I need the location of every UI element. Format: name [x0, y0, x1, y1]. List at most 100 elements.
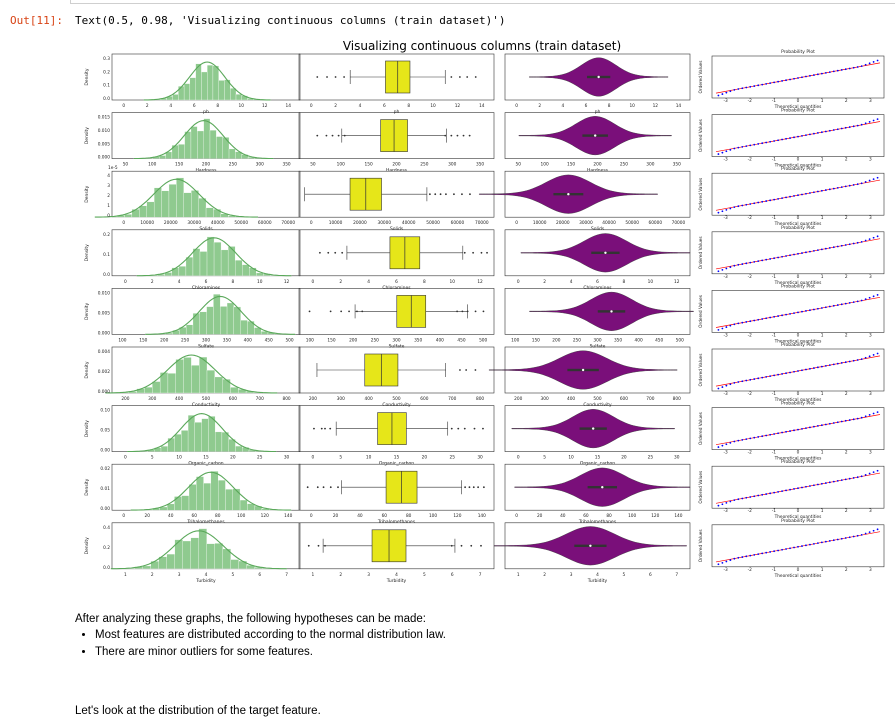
qq-point: [832, 246, 835, 249]
qq-xtick-label: -3: [723, 98, 728, 104]
qq-point: [769, 140, 772, 143]
hist-xtick-label: 150: [139, 337, 147, 343]
qq-point: [793, 195, 795, 197]
hist-ylabel: Density: [84, 478, 90, 495]
qq-xtick-label: 0: [797, 274, 800, 280]
qq-point: [725, 91, 728, 94]
hist-ytick-label: 0.2: [103, 69, 110, 75]
box-outlier: [327, 251, 330, 254]
box-outlier: [465, 369, 468, 371]
violin-xtick-label: 2: [543, 279, 546, 285]
qq-point: [852, 242, 855, 245]
hist-bar: [160, 446, 168, 452]
qq-point: [856, 534, 859, 537]
qq-point: [785, 372, 787, 375]
qq-axes-frame: [711, 55, 885, 99]
hist-ytick-label: 0.000: [98, 389, 111, 395]
qq-point: [773, 198, 776, 201]
qq-xtick-label: -2: [748, 332, 753, 338]
hist-bar: [161, 190, 170, 218]
hist-ylabel: Density: [84, 420, 90, 437]
qq-point: [824, 540, 827, 543]
hist-xtick-label: 50000: [234, 220, 248, 226]
box-outlier: [482, 486, 485, 489]
qq-point: [872, 529, 875, 532]
qq-point: [824, 247, 827, 250]
qq-point: [813, 74, 815, 76]
qq-point: [793, 312, 795, 315]
qq-point: [725, 326, 728, 328]
hist-bar: [188, 484, 197, 511]
hist-xtick-label: 3: [178, 572, 181, 578]
violin-xlabel: Chloramines: [583, 285, 612, 291]
qq-point: [725, 267, 728, 270]
violin-xtick-label: 12: [674, 279, 680, 285]
violin-xtick-label: 200: [514, 396, 522, 402]
qq-point: [820, 482, 823, 485]
violin-xtick-label: 100: [511, 337, 519, 343]
qq-point: [852, 125, 855, 128]
box-outlier: [482, 427, 484, 430]
hist-bar: [190, 537, 199, 569]
box-outlier: [477, 486, 480, 489]
box-outlier: [468, 486, 471, 489]
qq-point: [733, 557, 736, 560]
qq-xlabel: Theoretical quantities: [774, 338, 823, 344]
box-outlier: [306, 486, 309, 489]
box-outlier: [470, 544, 473, 547]
hist-bar: [206, 306, 214, 335]
hist-bar: [218, 80, 225, 101]
qq-xtick-label: 1: [821, 450, 824, 456]
qq-point: [769, 82, 772, 85]
qq-point: [781, 373, 783, 375]
qq-point: [872, 412, 875, 415]
qq-xtick-label: 1: [821, 391, 824, 397]
qq-point: [872, 295, 875, 298]
qq-point: [741, 497, 744, 500]
violin-xlabel: Conductivity: [583, 402, 612, 408]
qq-point: [769, 492, 772, 495]
qq-point: [717, 153, 720, 155]
box-xtick-label: 450: [457, 337, 465, 343]
box-xtick-label: 60: [382, 513, 388, 519]
hist-xtick-label: 14: [286, 103, 292, 109]
hist-xlabel: Chloramines: [192, 285, 221, 291]
box-outlier: [324, 544, 326, 547]
box-outlier: [318, 251, 321, 254]
hist-ytick-label: 0.005: [98, 141, 111, 147]
qq-point: [820, 72, 823, 75]
qq-point: [753, 319, 756, 322]
hist-ytick-label: 1: [107, 203, 110, 209]
qq-point: [801, 427, 803, 430]
markdown-bullet-list: Most features are distributed according …: [75, 628, 446, 662]
box-outlier: [474, 310, 477, 313]
hist-xtick-label: 6: [193, 103, 196, 109]
qq-point: [840, 244, 843, 247]
qq-point: [844, 478, 847, 481]
qq-xtick-label: 0: [797, 98, 800, 104]
qq-point: [765, 82, 768, 85]
violin-xtick-label: 300: [646, 162, 654, 168]
box-xtick-label: 3: [367, 572, 370, 578]
qq-xtick-label: -3: [723, 215, 728, 221]
qq-xtick-label: -1: [772, 157, 777, 163]
qq-point: [733, 147, 736, 150]
qq-point: [809, 309, 811, 312]
violin-xtick-label: 15: [595, 455, 601, 461]
qq-point: [836, 304, 839, 306]
violin-xlabel: Organic_carbon: [580, 461, 615, 467]
violin-xtick-label: 400: [567, 396, 575, 402]
qq-point: [737, 146, 740, 149]
hist-bar: [205, 207, 214, 218]
qq-point: [789, 371, 791, 374]
box-outlier: [474, 369, 477, 371]
hist-ytick-label: 0.002: [98, 369, 111, 375]
box-xtick-label: 5: [423, 572, 426, 578]
violin-xtick-label: 6: [596, 279, 599, 285]
hist-xtick-label: 200: [202, 162, 210, 168]
qq-point: [745, 496, 748, 499]
qq-point: [729, 500, 732, 503]
qq-xtick-label: -1: [772, 274, 777, 280]
qq-point: [721, 268, 724, 271]
qq-point: [828, 129, 831, 132]
